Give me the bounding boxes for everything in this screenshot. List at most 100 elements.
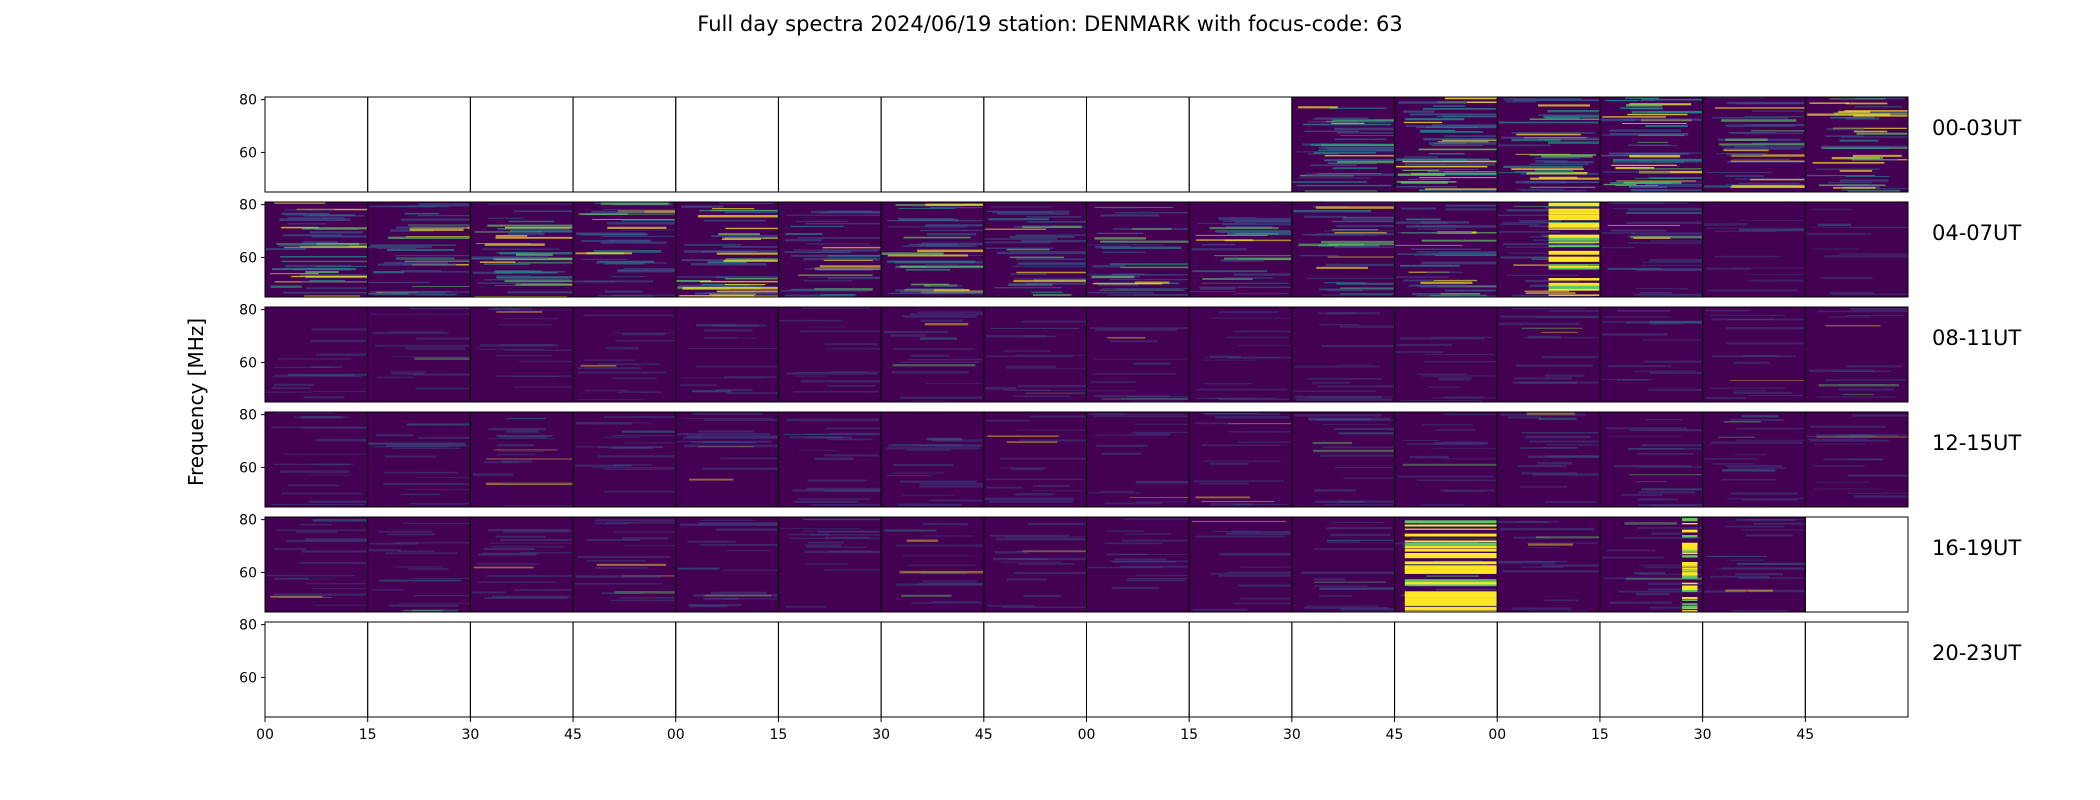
spectral-line bbox=[1095, 245, 1131, 249]
spectral-line bbox=[1438, 101, 1498, 104]
panel-border bbox=[1804, 201, 1909, 298]
spectral-line bbox=[1628, 448, 1703, 450]
spectral-line bbox=[1725, 183, 1804, 185]
burst-band bbox=[1548, 267, 1600, 270]
burst-band bbox=[1682, 517, 1698, 522]
burst-band bbox=[1404, 597, 1498, 601]
spectral-line bbox=[1192, 608, 1248, 611]
spectral-line bbox=[396, 226, 468, 229]
spectral-line bbox=[917, 244, 950, 247]
spectral-line bbox=[1135, 574, 1190, 576]
spectral-line bbox=[1512, 381, 1577, 384]
spectral-line bbox=[1443, 171, 1497, 173]
spectral-line bbox=[1808, 438, 1869, 440]
spectral-line bbox=[1413, 225, 1462, 227]
spectrum-panel bbox=[1804, 516, 1909, 613]
spectral-line bbox=[919, 337, 957, 340]
spectral-line bbox=[1641, 98, 1703, 101]
spectral-line bbox=[1106, 553, 1147, 556]
spectral-line bbox=[917, 311, 984, 313]
spectrum-panel bbox=[572, 96, 677, 193]
panel-background bbox=[1805, 412, 1908, 507]
spectral-line bbox=[1003, 350, 1050, 352]
spectral-line bbox=[931, 601, 980, 603]
spectral-line bbox=[886, 260, 976, 263]
spectral-line bbox=[1703, 223, 1748, 226]
panel-background bbox=[470, 517, 574, 612]
spectral-line bbox=[281, 212, 330, 215]
spectral-line bbox=[1013, 571, 1087, 574]
spectrum-panel bbox=[880, 201, 985, 298]
spectral-line bbox=[983, 241, 1052, 244]
spectral-line bbox=[418, 203, 471, 206]
spectral-line bbox=[903, 236, 971, 239]
burst-band bbox=[1682, 542, 1698, 546]
spectral-line bbox=[1744, 116, 1806, 118]
spectral-line bbox=[1338, 364, 1374, 366]
spectral-line bbox=[1307, 417, 1391, 420]
spectral-line bbox=[583, 359, 635, 361]
spectrum-panel bbox=[264, 621, 369, 718]
spectral-line bbox=[697, 430, 755, 433]
spectral-line bbox=[1706, 396, 1747, 399]
spectral-line bbox=[1441, 458, 1498, 460]
spectral-line bbox=[501, 318, 559, 320]
spectral-line bbox=[1210, 503, 1253, 506]
spectral-line bbox=[377, 263, 457, 266]
spectral-line bbox=[1420, 285, 1498, 288]
spectral-line bbox=[391, 372, 424, 375]
burst-band bbox=[1682, 570, 1698, 573]
spectral-line bbox=[1607, 365, 1671, 368]
spectral-line bbox=[1421, 375, 1498, 377]
spectral-line bbox=[1404, 156, 1438, 158]
spectral-line bbox=[497, 227, 570, 230]
spectral-line bbox=[1748, 394, 1804, 397]
spectral-line bbox=[405, 347, 466, 350]
spectral-line bbox=[1602, 378, 1654, 380]
spectral-line bbox=[925, 383, 984, 384]
spectral-line bbox=[494, 270, 542, 273]
spectral-line bbox=[679, 384, 718, 387]
spectral-line bbox=[1511, 308, 1586, 310]
spectral-line bbox=[804, 268, 882, 270]
spectral-line bbox=[999, 467, 1047, 469]
spectral-line bbox=[1640, 264, 1703, 266]
spectral-line bbox=[1500, 256, 1561, 259]
spectral-line bbox=[725, 258, 779, 261]
spectrum-panel bbox=[1804, 621, 1909, 718]
spectral-line bbox=[906, 449, 951, 451]
panel-border bbox=[1188, 621, 1293, 718]
panel-border bbox=[777, 621, 882, 718]
spectral-line bbox=[907, 358, 984, 361]
spectral-line bbox=[1746, 274, 1806, 275]
spectral-line bbox=[1828, 316, 1871, 318]
spectral-line bbox=[1218, 574, 1292, 577]
spectral-line bbox=[681, 377, 767, 379]
spectral-line bbox=[373, 270, 405, 274]
spectral-line bbox=[1498, 121, 1599, 124]
spectral-line bbox=[1845, 102, 1888, 105]
spectral-line bbox=[784, 239, 823, 242]
spectral-line bbox=[1343, 216, 1395, 219]
spectral-line bbox=[1704, 458, 1758, 460]
spectral-line bbox=[793, 500, 859, 503]
spectral-line bbox=[984, 228, 1047, 230]
spectral-line bbox=[488, 217, 525, 219]
spectral-line bbox=[1127, 577, 1190, 580]
spectrum-panel bbox=[1702, 411, 1806, 508]
panel-background bbox=[675, 412, 779, 507]
spectral-line bbox=[1204, 357, 1279, 359]
spectral-line bbox=[477, 581, 558, 583]
spectral-line bbox=[1326, 202, 1395, 204]
spectral-line bbox=[1029, 415, 1087, 418]
spectral-line bbox=[1307, 121, 1395, 123]
spectral-line bbox=[1002, 389, 1051, 391]
spectral-line bbox=[1497, 214, 1597, 216]
spectral-line bbox=[1818, 184, 1886, 187]
spectral-line bbox=[691, 441, 756, 444]
spectral-line bbox=[1334, 232, 1387, 234]
spectral-line bbox=[900, 361, 980, 363]
spectral-line bbox=[1088, 492, 1141, 494]
spectral-line bbox=[404, 212, 439, 215]
spectral-line bbox=[1722, 469, 1776, 472]
